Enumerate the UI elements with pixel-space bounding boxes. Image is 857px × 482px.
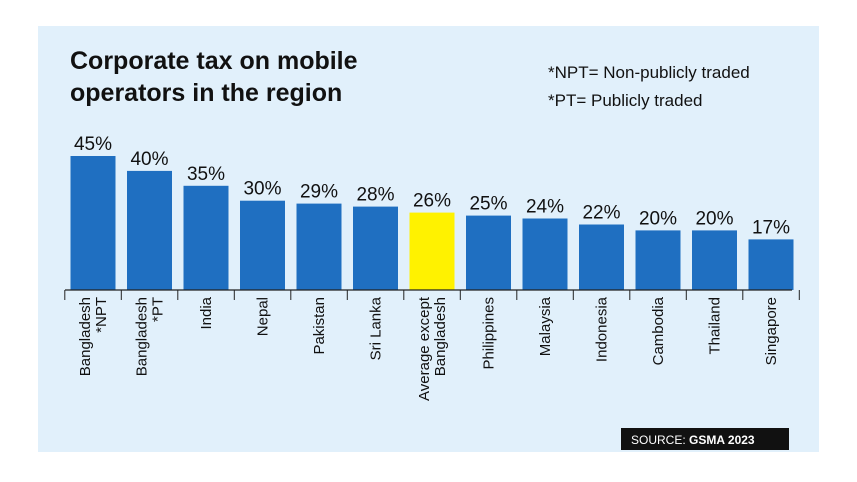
bar-average-except-bangladesh: [409, 212, 455, 290]
source-badge: [621, 428, 789, 450]
source-text: SOURCE: GSMA 2023: [631, 433, 755, 447]
category-labels-group: Bangladesh*NPT Bangladesh*PT India Nepal Pak…: [77, 296, 780, 401]
value-labels-group: 45% 40% 35% 30% 29% 28% 26% 25% 24% 22% 20% 20% 17%: [74, 134, 790, 238]
category-label-nepal: Nepal: [255, 297, 272, 336]
chart-title-line-1: Corporate tax on mobile: [70, 47, 358, 75]
bar-pakistan: [296, 203, 342, 290]
bar-nepal: [240, 200, 285, 290]
chart-title-line-2: operators in the region: [70, 79, 342, 107]
bar-singapore: [748, 239, 794, 290]
value-label-thailand: 20%: [695, 208, 733, 229]
category-label-malaysia: Malaysia: [537, 296, 554, 356]
category-label-sri-lanka: Sri Lanka: [368, 296, 385, 360]
category-label-cambodia: Cambodia: [650, 296, 667, 365]
category-label-bangladesh-pt: Bangladesh*PT: [134, 297, 167, 376]
bar-thailand: [692, 230, 737, 290]
value-label-bangladesh-npt: 45%: [74, 134, 112, 155]
bar-bangladesh-npt: [70, 156, 116, 290]
source-name: GSMA 2023: [689, 433, 755, 447]
category-label-thailand: Thailand: [707, 297, 724, 355]
bar-sri-lanka: [353, 206, 398, 290]
category-label-indonesia: Indonesia: [594, 296, 611, 362]
category-label-pakistan: Pakistan: [311, 297, 328, 355]
bars-group: [70, 156, 794, 290]
value-label-pakistan: 29%: [300, 182, 338, 203]
value-label-cambodia: 20%: [639, 208, 677, 229]
legend-note-npt: *NPT= Non-publicly traded: [548, 63, 750, 82]
category-label-bangladesh-npt: Bangladesh*NPT: [77, 297, 110, 376]
value-label-nepal: 30%: [243, 179, 281, 200]
bar-malaysia: [522, 218, 568, 290]
value-label-sri-lanka: 28%: [356, 185, 394, 206]
category-label-singapore: Singapore: [763, 297, 780, 365]
value-label-indonesia: 22%: [582, 203, 620, 224]
value-label-average-except-bangladesh: 26%: [413, 191, 451, 212]
bar-bangladesh-pt: [127, 170, 172, 290]
value-label-india: 35%: [187, 164, 225, 185]
value-label-malaysia: 24%: [526, 197, 564, 218]
source-prefix: SOURCE:: [631, 433, 689, 447]
category-label-average-except-bangladesh: Average exceptBangladesh: [416, 296, 449, 401]
legend-note-pt: *PT= Publicly traded: [548, 91, 703, 110]
value-label-singapore: 17%: [752, 217, 790, 238]
value-label-bangladesh-pt: 40%: [130, 149, 168, 170]
category-label-philippines: Philippines: [481, 297, 498, 370]
bar-cambodia: [635, 230, 681, 290]
category-label-india: India: [198, 296, 215, 329]
bar-chart: Corporate tax on mobile operators in the…: [64, 47, 800, 450]
bar-indonesia: [579, 224, 624, 290]
value-label-philippines: 25%: [469, 194, 507, 215]
bar-india: [183, 185, 229, 290]
chart-panel: Corporate tax on mobile operators in the…: [38, 26, 819, 452]
x-axis-ticks: [64, 290, 800, 300]
bar-philippines: [466, 215, 511, 290]
